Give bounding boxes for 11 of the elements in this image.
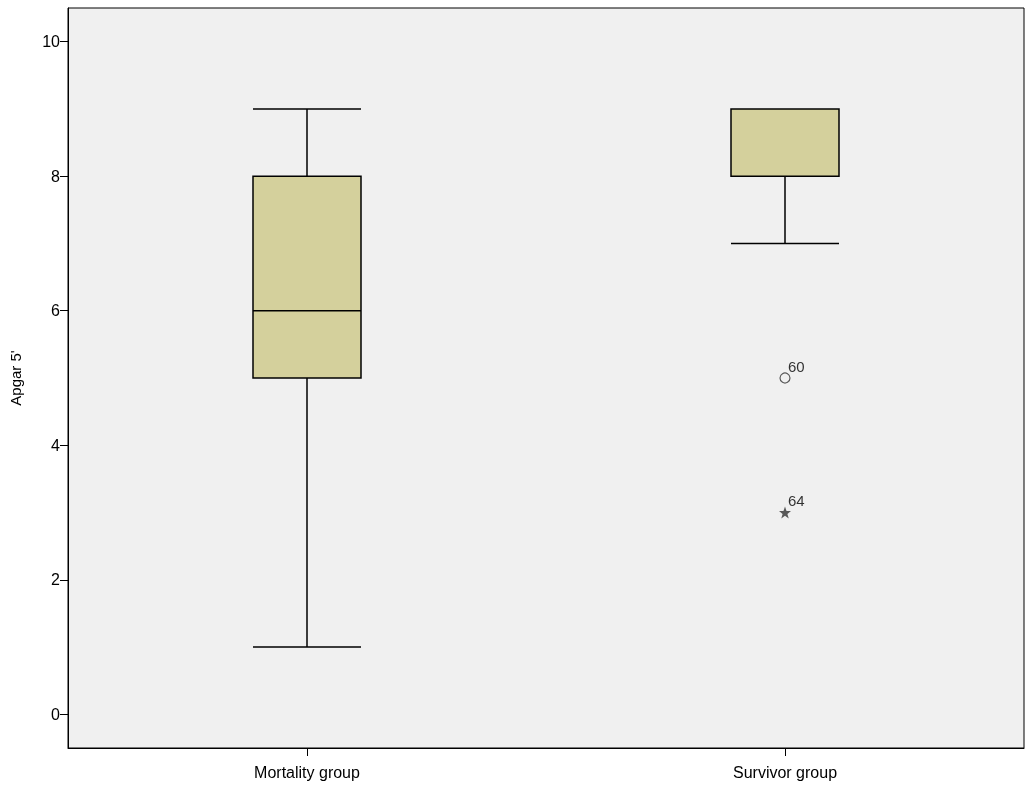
y-tick-label: 4 xyxy=(51,436,61,454)
y-axis-title: Apgar 5' xyxy=(7,350,24,406)
y-tick-label: 6 xyxy=(51,302,61,320)
x-tick-label: Survivor group xyxy=(732,763,838,781)
annotation: 64 xyxy=(788,492,805,510)
x-tick-label: Mortality group xyxy=(254,763,361,781)
annotation: 60 xyxy=(788,357,805,375)
y-tick-label: 0 xyxy=(51,705,61,723)
y-tick-label: 2 xyxy=(51,571,61,589)
y-tick-label: 8 xyxy=(51,167,61,185)
y-tick-label: 10 xyxy=(42,33,61,51)
